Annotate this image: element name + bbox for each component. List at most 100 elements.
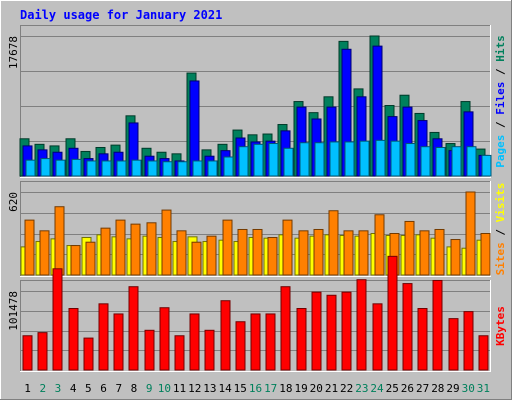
x-tick-label-day-6: 6 [100, 382, 107, 395]
x-tick-label-day-13: 13 [203, 382, 216, 395]
bar-kbytes-day-9 [144, 329, 155, 371]
bar-pages-day-1 [25, 159, 36, 177]
x-tick-label-day-25: 25 [386, 382, 399, 395]
bar-pages-day-25 [390, 140, 401, 177]
x-tick-label-day-3: 3 [55, 382, 62, 395]
x-tick-label-day-7: 7 [115, 382, 122, 395]
axis-series-label-part: / [494, 115, 507, 135]
bar-sites-day-4 [70, 245, 81, 276]
bar-pages-day-31 [481, 154, 492, 177]
bar-sites-day-12 [191, 241, 202, 276]
axis-series-label-part: / [494, 62, 507, 82]
bar-pages-day-21 [329, 141, 340, 177]
bar-sites-day-2 [39, 230, 50, 276]
bar-pages-day-11 [177, 161, 188, 177]
x-tick-label-day-5: 5 [85, 382, 92, 395]
bar-kbytes-day-29 [448, 318, 459, 371]
bar-sites-day-10 [161, 209, 172, 276]
bar-sites-day-19 [298, 230, 309, 276]
bar-kbytes-day-25 [387, 255, 398, 371]
bar-sites-day-13 [206, 235, 217, 276]
chart-title: Daily usage for January 2021 [20, 8, 222, 22]
bar-kbytes-day-23 [356, 279, 367, 371]
x-tick-label-day-12: 12 [188, 382, 201, 395]
axis-series-label-part: Visits [494, 183, 507, 223]
bar-pages-day-20 [314, 142, 325, 177]
bar-pages-day-16 [253, 143, 264, 177]
bar-kbytes-day-31 [478, 335, 489, 371]
bar-kbytes-day-11 [174, 335, 185, 371]
x-tick-label-day-22: 22 [340, 382, 353, 395]
x-tick-label-day-14: 14 [218, 382, 232, 395]
bar-kbytes-day-15 [235, 321, 246, 371]
bar-sites-day-5 [85, 241, 96, 276]
axis-series-label-part: KBytes [494, 306, 507, 346]
x-tick-label-day-15: 15 [234, 382, 247, 395]
x-tick-label-day-19: 19 [294, 382, 307, 395]
series-sites [24, 191, 491, 276]
bar-pages-day-8 [131, 159, 142, 177]
x-tick-label-day-29: 29 [446, 382, 459, 395]
bar-sites-day-7 [115, 219, 126, 276]
bar-pages-day-2 [40, 158, 51, 177]
x-tick-label-day-8: 8 [131, 382, 138, 395]
bar-kbytes-day-22 [341, 291, 352, 371]
y-max-label: 620 [7, 192, 20, 212]
axis-series-label-part: Files [494, 82, 507, 115]
axis-series-label-part: Pages [494, 135, 507, 168]
bar-pages-day-22 [344, 141, 355, 177]
bar-pages-day-5 [86, 160, 97, 177]
axis-series-label-part: Sites [494, 242, 507, 275]
bar-kbytes-day-7 [113, 313, 124, 371]
bar-pages-day-7 [116, 160, 127, 177]
bar-sites-day-11 [176, 230, 187, 276]
bar-kbytes-day-10 [159, 307, 170, 371]
x-tick-label-day-10: 10 [158, 382, 171, 395]
bar-kbytes-day-4 [68, 307, 79, 371]
x-tick-label-day-2: 2 [39, 382, 46, 395]
bar-sites-day-27 [419, 230, 430, 276]
bar-kbytes-day-1 [22, 335, 33, 371]
bar-kbytes-day-18 [280, 286, 291, 371]
bar-pages-day-4 [71, 158, 82, 177]
bar-pages-day-10 [162, 161, 173, 177]
x-tick-label-day-11: 11 [173, 382, 186, 395]
bar-pages-day-18 [283, 147, 294, 177]
bar-sites-day-28 [434, 228, 445, 276]
series-kbytes [22, 255, 489, 371]
x-tick-label-day-9: 9 [146, 382, 153, 395]
bar-kbytes-day-2 [37, 332, 48, 371]
bar-kbytes-day-19 [296, 307, 307, 371]
bar-kbytes-day-13 [204, 329, 215, 371]
axis-series-label: KBytes [494, 306, 507, 346]
bar-kbytes-day-16 [250, 313, 261, 371]
bar-kbytes-day-17 [265, 313, 276, 371]
bar-pages-day-24 [375, 139, 386, 177]
bar-sites-day-30 [465, 191, 476, 276]
bar-pages-day-26 [405, 143, 416, 177]
x-tick-label-day-30: 30 [462, 382, 475, 395]
x-tick-label-day-21: 21 [325, 382, 338, 395]
y-max-label: 101478 [7, 291, 20, 331]
x-tick-label-day-23: 23 [355, 382, 368, 395]
x-axis-labels: 1 2 3 4 5 6 7 8 9 10 11 12 13 14 15 16 17 18 19 20 21 22 23 24 2… [24, 382, 490, 395]
bar-pages-day-19 [299, 142, 310, 177]
bar-sites-day-20 [313, 228, 324, 276]
bar-sites-day-26 [404, 220, 415, 276]
chart-panels: 17678 Pages / Files / Hits 620 Sites / Visi… [7, 25, 507, 372]
panel-top: 17678 Pages / Files / Hits [7, 25, 507, 178]
bar-kbytes-day-20 [311, 291, 322, 371]
series-pages [25, 139, 492, 177]
axis-series-label-part: Hits [494, 35, 507, 62]
bar-sites-day-14 [222, 219, 233, 276]
x-tick-label-day-1: 1 [24, 382, 31, 395]
bar-kbytes-day-6 [98, 303, 109, 371]
y-max-label: 17678 [7, 36, 20, 69]
bar-kbytes-day-30 [463, 311, 474, 371]
bar-pages-day-30 [466, 146, 477, 177]
x-tick-label-day-31: 31 [477, 382, 490, 395]
bar-sites-day-8 [130, 223, 141, 276]
x-tick-label-day-17: 17 [264, 382, 277, 395]
x-tick-label-day-27: 27 [416, 382, 429, 395]
